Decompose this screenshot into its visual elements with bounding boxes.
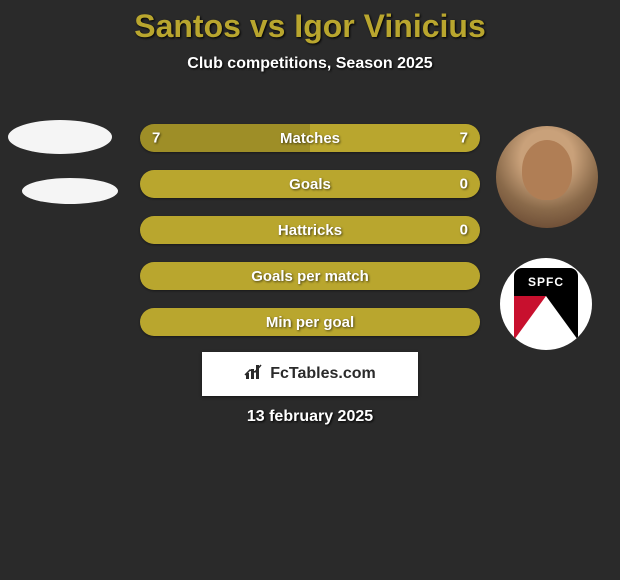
spfc-shield-icon — [500, 258, 592, 350]
right-player-avatar — [496, 126, 598, 228]
title-player-left: Santos — [134, 8, 241, 44]
right-club-badge — [500, 258, 592, 350]
stat-label: Goals — [289, 176, 331, 193]
date-label: 13 february 2025 — [0, 408, 620, 426]
stat-value-left: 7 — [152, 130, 160, 147]
stat-label: Hattricks — [278, 222, 342, 239]
brand-footer[interactable]: FcTables.com — [202, 352, 418, 396]
subtitle: Club competitions, Season 2025 — [0, 55, 620, 73]
left-club-badge-placeholder — [22, 178, 118, 204]
stat-row-matches: 7 Matches 7 — [140, 124, 480, 152]
stat-row-goals: Goals 0 — [140, 170, 480, 198]
title-vs: vs — [250, 8, 286, 44]
stat-value-right: 0 — [460, 222, 468, 239]
stat-label: Matches — [280, 130, 340, 147]
page-title: Santos vs Igor Vinicius — [0, 0, 620, 45]
stat-row-hattricks: Hattricks 0 — [140, 216, 480, 244]
stat-value-right: 0 — [460, 176, 468, 193]
stat-bars: 7 Matches 7 Goals 0 Hattricks 0 Goals pe… — [140, 124, 480, 354]
bar-chart-icon — [244, 363, 264, 386]
brand-text: FcTables.com — [270, 365, 376, 383]
stat-value-right: 7 — [460, 130, 468, 147]
left-player-avatar-placeholder — [8, 120, 112, 154]
comparison-infographic: Santos vs Igor Vinicius Club competition… — [0, 0, 620, 580]
stat-label: Min per goal — [266, 314, 354, 331]
title-player-right: Igor Vinicius — [294, 8, 485, 44]
stat-label: Goals per match — [251, 268, 369, 285]
stat-row-min-per-goal: Min per goal — [140, 308, 480, 336]
stat-row-goals-per-match: Goals per match — [140, 262, 480, 290]
